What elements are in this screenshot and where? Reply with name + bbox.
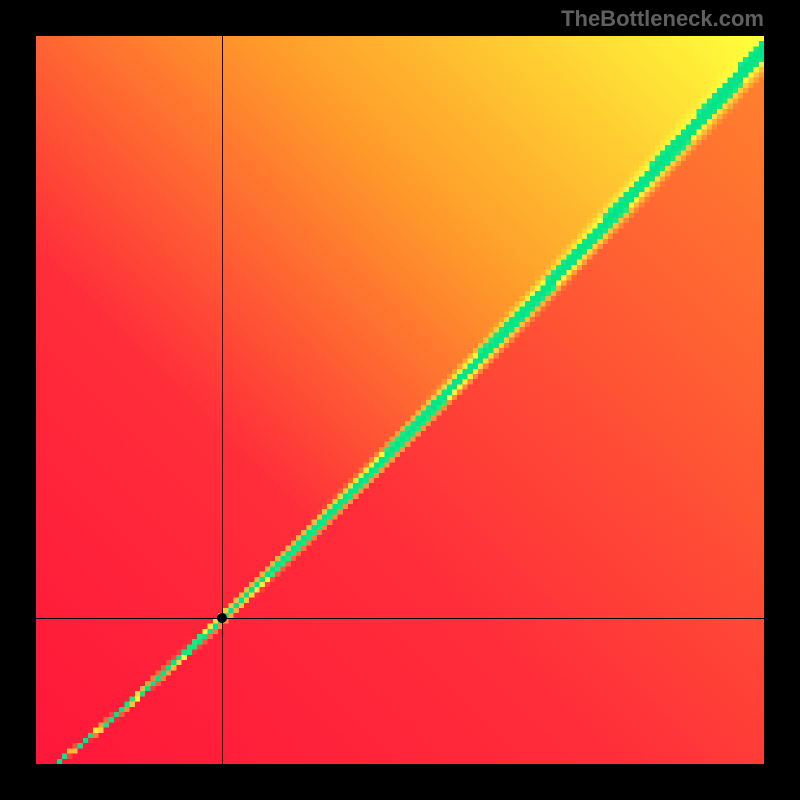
heatmap-canvas (36, 36, 764, 764)
marker-dot (217, 613, 227, 623)
heatmap-plot (36, 36, 764, 764)
crosshair-horizontal (36, 618, 764, 619)
watermark-text: TheBottleneck.com (561, 6, 764, 32)
crosshair-vertical (222, 36, 223, 764)
